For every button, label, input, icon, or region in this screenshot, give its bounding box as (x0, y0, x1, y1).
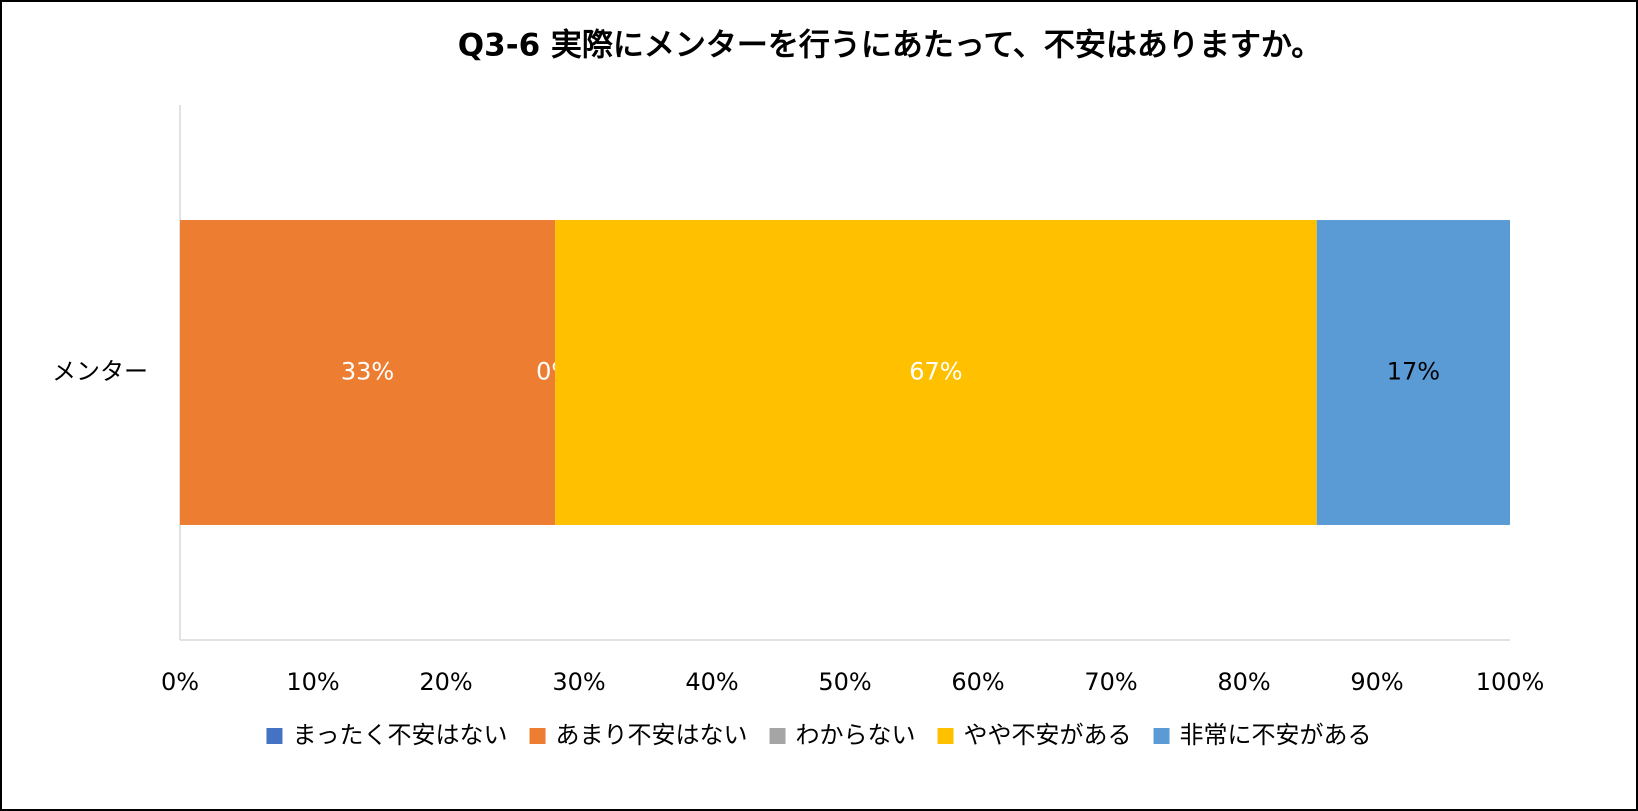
bar-segment (1316, 220, 1510, 525)
legend-swatch (529, 728, 546, 744)
data-label: 33% (341, 358, 394, 386)
chart-title: Q3-6 実際にメンターを行うにあたって、不安はありますか。 (458, 28, 1322, 64)
legend-swatch (266, 728, 283, 744)
y-tick-label: メンター (52, 358, 148, 386)
x-tick-label: 60% (951, 668, 1004, 696)
x-tick-label: 100% (1476, 668, 1545, 696)
x-tick-label: 30% (552, 668, 605, 696)
x-tick-label: 50% (818, 668, 871, 696)
x-tick-label: 0% (161, 668, 199, 696)
legend-label: わからない (796, 721, 916, 749)
legend-item: 非常に不安がある (1153, 721, 1372, 749)
data-label: 17% (1387, 358, 1440, 386)
x-tick-label: 10% (286, 668, 339, 696)
legend-item: まったく不安はない (266, 721, 508, 749)
legend-swatch (769, 728, 786, 744)
legend-label: 非常に不安がある (1180, 721, 1372, 749)
legend-item: やや不安がある (937, 721, 1132, 749)
legend-label: やや不安がある (964, 721, 1132, 749)
bar-segment (180, 220, 556, 525)
legend-item: あまり不安はない (529, 721, 748, 749)
x-tick-label: 70% (1084, 668, 1137, 696)
legend-item: わからない (769, 721, 916, 749)
x-tick-label: 90% (1350, 668, 1403, 696)
x-tick-label: 20% (419, 668, 472, 696)
bar-segment (555, 220, 1317, 525)
x-tick-label: 40% (685, 668, 738, 696)
legend-swatch (1153, 728, 1170, 744)
plot-area: 0%33%0%67%17% (180, 220, 1510, 525)
legend-label: あまり不安はない (556, 721, 748, 749)
legend-label: まったく不安はない (292, 721, 507, 749)
x-tick-label: 80% (1217, 668, 1270, 696)
legend-swatch (937, 728, 954, 744)
data-label: 67% (909, 358, 962, 386)
